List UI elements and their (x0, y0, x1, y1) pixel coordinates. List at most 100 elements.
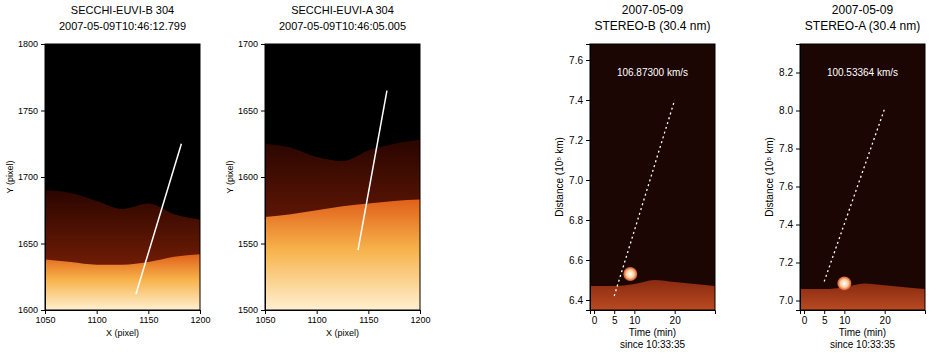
tick-mark (796, 187, 800, 188)
y-axis: 1500 1550 1600 1650 1700 (238, 39, 266, 315)
tick-mark (41, 44, 45, 45)
tick-label: 7.6 (569, 55, 583, 66)
tick-mark (586, 300, 590, 301)
plot-area (800, 44, 925, 310)
plot-frame (265, 44, 420, 310)
y-axis-line (261, 45, 266, 311)
y-axis-title: Y (pixel) (5, 161, 15, 194)
speed-annotation: 100.53364 km/s (827, 67, 898, 78)
fit-line (614, 100, 674, 296)
tick-label: 1550 (238, 239, 258, 249)
track-line (358, 91, 387, 251)
limb-region (265, 200, 420, 310)
x-axis: 05 10 20 (591, 310, 716, 326)
tick-mark (420, 310, 421, 314)
tick-label: 7.8 (779, 143, 793, 154)
tick-label: 1800 (18, 39, 38, 49)
tick-label: 1500 (238, 305, 258, 315)
tick-label: 10 (629, 315, 641, 326)
panel: 105011001150120015001550160016501700SECC… (225, 4, 431, 338)
tick: 1550 (238, 239, 265, 249)
plot-frame (45, 44, 200, 310)
tick: 7.0 (779, 295, 800, 306)
limb-band (800, 283, 925, 310)
x-axis-line (591, 311, 716, 315)
tick-label: 1050 (255, 315, 275, 325)
tick-mark (586, 260, 590, 261)
plot-frame (800, 44, 925, 310)
panel-title: SECCHI-EUVI-A 304 (291, 4, 394, 16)
tick: 1200 (410, 310, 430, 325)
panel-title: STEREO-A (30.4 nm) (805, 19, 920, 33)
tick: 8.0 (779, 105, 800, 116)
tick-label: 10 (839, 315, 851, 326)
tick-mark (41, 177, 45, 178)
x-axis-title: since 10:33:35 (830, 339, 895, 350)
tick-mark (148, 310, 149, 314)
speed-annotation: 106.87300 km/s (617, 67, 688, 78)
tick-mark (200, 310, 201, 314)
plot-frame (590, 44, 715, 310)
panel-title: 2007-05-09 (622, 3, 684, 17)
tick-label: 1200 (410, 315, 430, 325)
panel-title: SECCHI-EUVI-B 304 (71, 4, 174, 16)
tick: 20 (670, 310, 682, 326)
tick-label: 6.8 (569, 215, 583, 226)
tick-label: 1650 (238, 106, 258, 116)
tick-mark (614, 310, 615, 314)
tick: 5 (822, 310, 828, 326)
panel-title: STEREO-B (30.4 nm) (594, 19, 710, 33)
tick-label: 7.4 (779, 219, 793, 230)
tick: 10 (839, 310, 851, 326)
tick: 1150 (359, 310, 378, 325)
tick-label: 7.0 (569, 175, 583, 186)
x-axis: 1050110011501200 (35, 310, 210, 325)
tick-mark (586, 60, 590, 61)
tick-mark (41, 111, 45, 112)
tick: 1500 (238, 305, 265, 315)
y-axis-title: Distance (10⁵ km) (554, 137, 565, 217)
bright-point (837, 276, 851, 290)
x-axis: 1050110011501200 (255, 310, 430, 325)
tick-mark (261, 111, 265, 112)
tick-mark (796, 225, 800, 226)
tick-label: 1650 (18, 239, 38, 249)
tick-label: 7.2 (779, 257, 793, 268)
tick: 1200 (190, 310, 210, 325)
tick-label: 1600 (238, 172, 258, 182)
y-axis-title: Distance (10⁵ km) (764, 137, 775, 217)
tick-mark (594, 310, 595, 314)
panel: 0510207.07.27.47.67.88.08.22007-05-09STE… (764, 3, 926, 350)
figure: 1050110011501200 1600 1650 1700 1750 1800 SECC… (0, 0, 938, 364)
tick: 7.0 (569, 175, 590, 186)
tick-mark (41, 310, 45, 311)
tick-label: 20 (670, 315, 682, 326)
plot-area (590, 44, 715, 310)
tick-mark (586, 100, 590, 101)
tick-label: 7.4 (569, 95, 583, 106)
tick-label: 1200 (190, 315, 210, 325)
x-axis-title: Time (min) (839, 327, 886, 338)
tick: 7.6 (779, 181, 800, 192)
tick-mark (796, 301, 800, 302)
plot-area (265, 44, 420, 310)
tick: 0 (592, 310, 598, 326)
tick-label: 1700 (238, 39, 258, 49)
y-axis: 6.46.66.87.07.27.47.6 (569, 45, 590, 311)
tick-mark (41, 244, 45, 245)
tick-mark (261, 244, 265, 245)
tick: 1700 (18, 172, 45, 182)
tick: 1750 (18, 106, 45, 116)
x-axis-title: Time (min) (629, 327, 676, 338)
tick-mark (586, 140, 590, 141)
tick: 5 (612, 310, 618, 326)
tick-label: 1750 (18, 106, 38, 116)
tick-mark (675, 310, 676, 314)
plot-background (590, 44, 715, 310)
tick-mark (97, 310, 98, 314)
x-axis-title: X (pixel) (326, 328, 359, 338)
tick: 6.4 (569, 295, 590, 306)
tick-mark (796, 73, 800, 74)
tick-mark (586, 180, 590, 181)
plot-background (45, 44, 200, 310)
